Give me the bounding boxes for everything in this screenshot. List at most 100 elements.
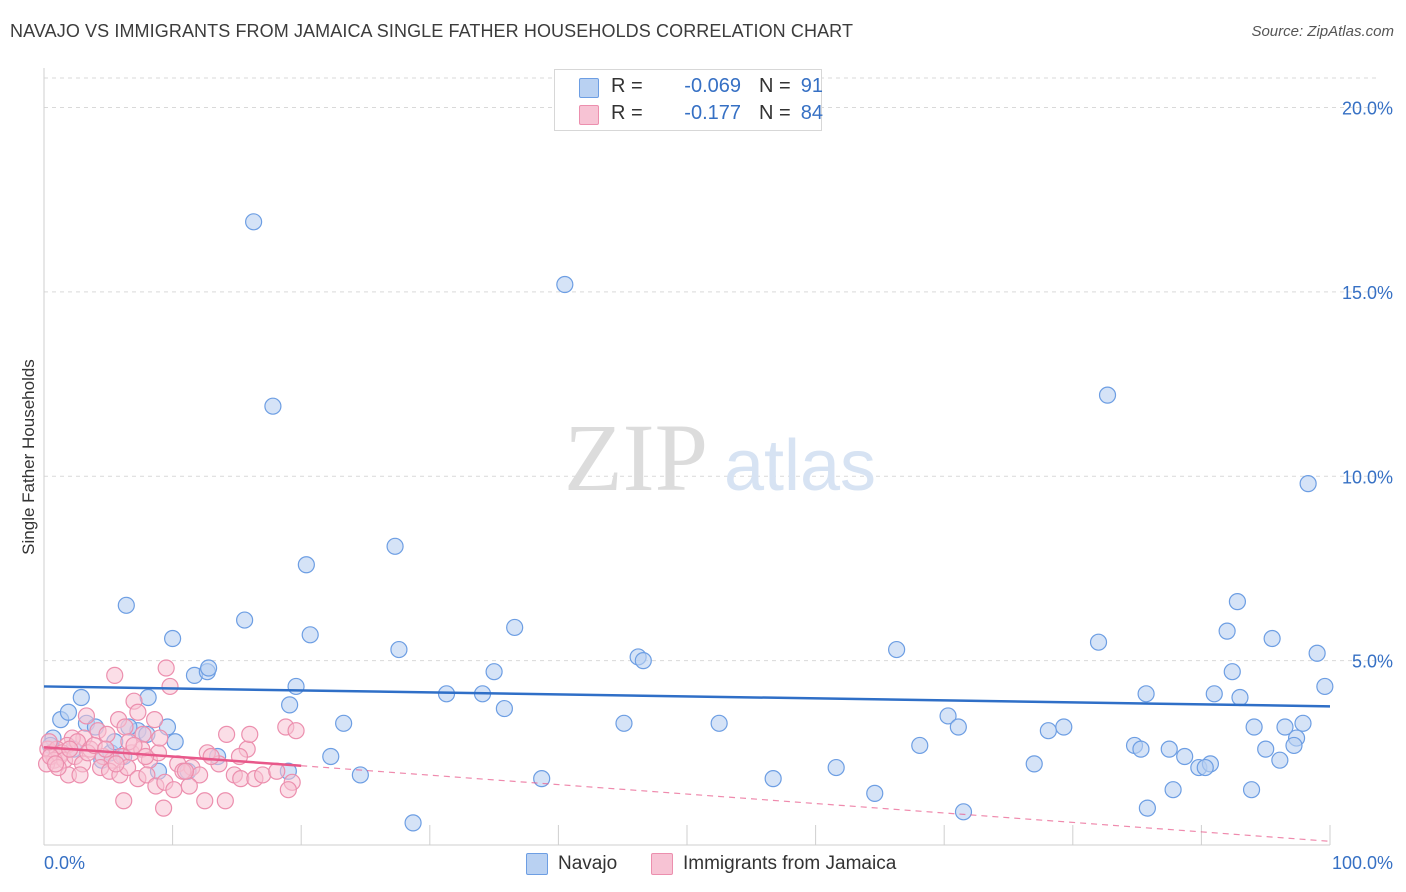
- y-tick-label: 10.0%: [1342, 467, 1393, 487]
- navajo-point: [1231, 688, 1249, 707]
- navajo-point: [866, 784, 884, 802]
- tick-labels: 5.0% 10.0% 15.0% 20.0% 0.0% 100.0%: [44, 99, 1393, 874]
- navajo-point: [1228, 593, 1247, 611]
- n-label: N =: [759, 102, 791, 124]
- navajo-point: [287, 677, 305, 696]
- navajo-point: [1308, 644, 1326, 662]
- navajo-point: [1299, 475, 1317, 493]
- jamaica-trend-line: [43, 746, 302, 767]
- navajo-point: [949, 718, 967, 736]
- navajo-point: [59, 703, 78, 721]
- navajo-point: [322, 747, 340, 766]
- navajo-trend-line: [43, 685, 1331, 708]
- jamaica-point: [268, 762, 286, 780]
- navajo-point: [164, 629, 182, 648]
- navajo-points: [41, 213, 1334, 832]
- axes: [43, 68, 1331, 846]
- jamaica-point: [98, 725, 116, 743]
- navajo-point: [1242, 781, 1261, 799]
- navajo-point: [139, 688, 157, 707]
- y-tick-label: 20.0%: [1342, 99, 1393, 119]
- jamaica-point: [97, 740, 115, 758]
- navajo-legend-label: Navajo: [558, 853, 618, 874]
- navajo-point: [1316, 677, 1334, 696]
- navajo-point: [1245, 718, 1263, 736]
- navajo-point: [1160, 740, 1178, 758]
- source-label: Source: ZipAtlas.com: [1251, 23, 1394, 40]
- navajo-point: [1196, 758, 1214, 777]
- navajo-point: [404, 814, 422, 832]
- navajo-point: [1223, 663, 1241, 681]
- navajo-point: [1271, 751, 1289, 769]
- navajo-point: [1137, 685, 1155, 703]
- correlation-legend: R = -0.069 N = 91 R = -0.177 N = 84: [554, 69, 823, 131]
- navajo-point: [117, 596, 135, 614]
- jamaica-point: [180, 777, 198, 795]
- x-tick-label-max: 100.0%: [1332, 853, 1393, 873]
- navajo-point: [1039, 722, 1057, 740]
- navajo-point: [1205, 685, 1223, 703]
- navajo-point: [1025, 755, 1043, 773]
- jamaica-legend-label: Immigrants from Jamaica: [683, 853, 897, 874]
- jamaica-point: [241, 725, 259, 743]
- navajo-r-value: -0.069: [684, 75, 741, 97]
- jamaica-point: [157, 659, 175, 677]
- navajo-point: [888, 640, 906, 659]
- jamaica-point: [161, 677, 179, 696]
- navajo-point: [72, 688, 90, 707]
- jamaica-point: [125, 736, 143, 755]
- jamaica-point: [77, 707, 96, 725]
- navajo-n-value: 91: [800, 75, 823, 97]
- trend-lines: [43, 685, 1331, 842]
- jamaica-point: [106, 666, 124, 684]
- navajo-point: [1218, 622, 1236, 640]
- jamaica-point: [129, 703, 147, 721]
- navajo-point: [390, 640, 408, 659]
- navajo-point: [710, 714, 728, 732]
- jamaica-trend-extension: [301, 765, 1331, 842]
- navajo-point: [236, 611, 254, 629]
- jamaica-point: [154, 799, 173, 817]
- navajo-point: [200, 659, 218, 677]
- y-tick-label: 15.0%: [1342, 283, 1393, 303]
- jamaica-r-value: -0.177: [684, 102, 741, 124]
- navajo-point: [1257, 740, 1275, 758]
- navajo-point: [335, 714, 353, 732]
- grid-lines: [44, 77, 1380, 662]
- jamaica-point: [151, 729, 169, 747]
- jamaica-point: [279, 781, 297, 799]
- navajo-legend-swatch: [526, 853, 548, 875]
- jamaica-point: [115, 792, 133, 810]
- jamaica-n-value: 84: [800, 102, 823, 124]
- jamaica-point: [116, 718, 134, 736]
- navajo-point: [1285, 736, 1303, 755]
- jamaica-legend-swatch: [651, 853, 673, 875]
- jamaica-point: [165, 781, 183, 799]
- jamaica-point: [138, 766, 156, 784]
- navajo-point: [485, 663, 503, 681]
- navajo-point: [615, 714, 633, 732]
- navajo-point: [1164, 781, 1182, 799]
- jamaica-point: [107, 755, 125, 773]
- navajo-point: [827, 758, 845, 777]
- navajo-point: [1138, 799, 1156, 817]
- navajo-point: [764, 770, 782, 788]
- navajo-point: [351, 766, 369, 784]
- jamaica-point: [145, 711, 164, 729]
- navajo-point: [1098, 386, 1117, 404]
- y-tick-label: 5.0%: [1352, 652, 1393, 672]
- x-tick-label-min: 0.0%: [44, 853, 85, 873]
- jamaica-swatch: [579, 105, 599, 125]
- navajo-point: [166, 733, 184, 751]
- navajo-point: [495, 699, 513, 718]
- navajo-point: [1263, 629, 1281, 648]
- navajo-point: [533, 770, 551, 788]
- watermark-atlas: atlas: [724, 426, 876, 506]
- navajo-point: [634, 652, 652, 670]
- jamaica-point: [176, 762, 195, 780]
- navajo-point: [1055, 718, 1073, 736]
- navajo-point: [281, 696, 299, 714]
- jamaica-point: [196, 792, 214, 810]
- navajo-point: [301, 626, 319, 644]
